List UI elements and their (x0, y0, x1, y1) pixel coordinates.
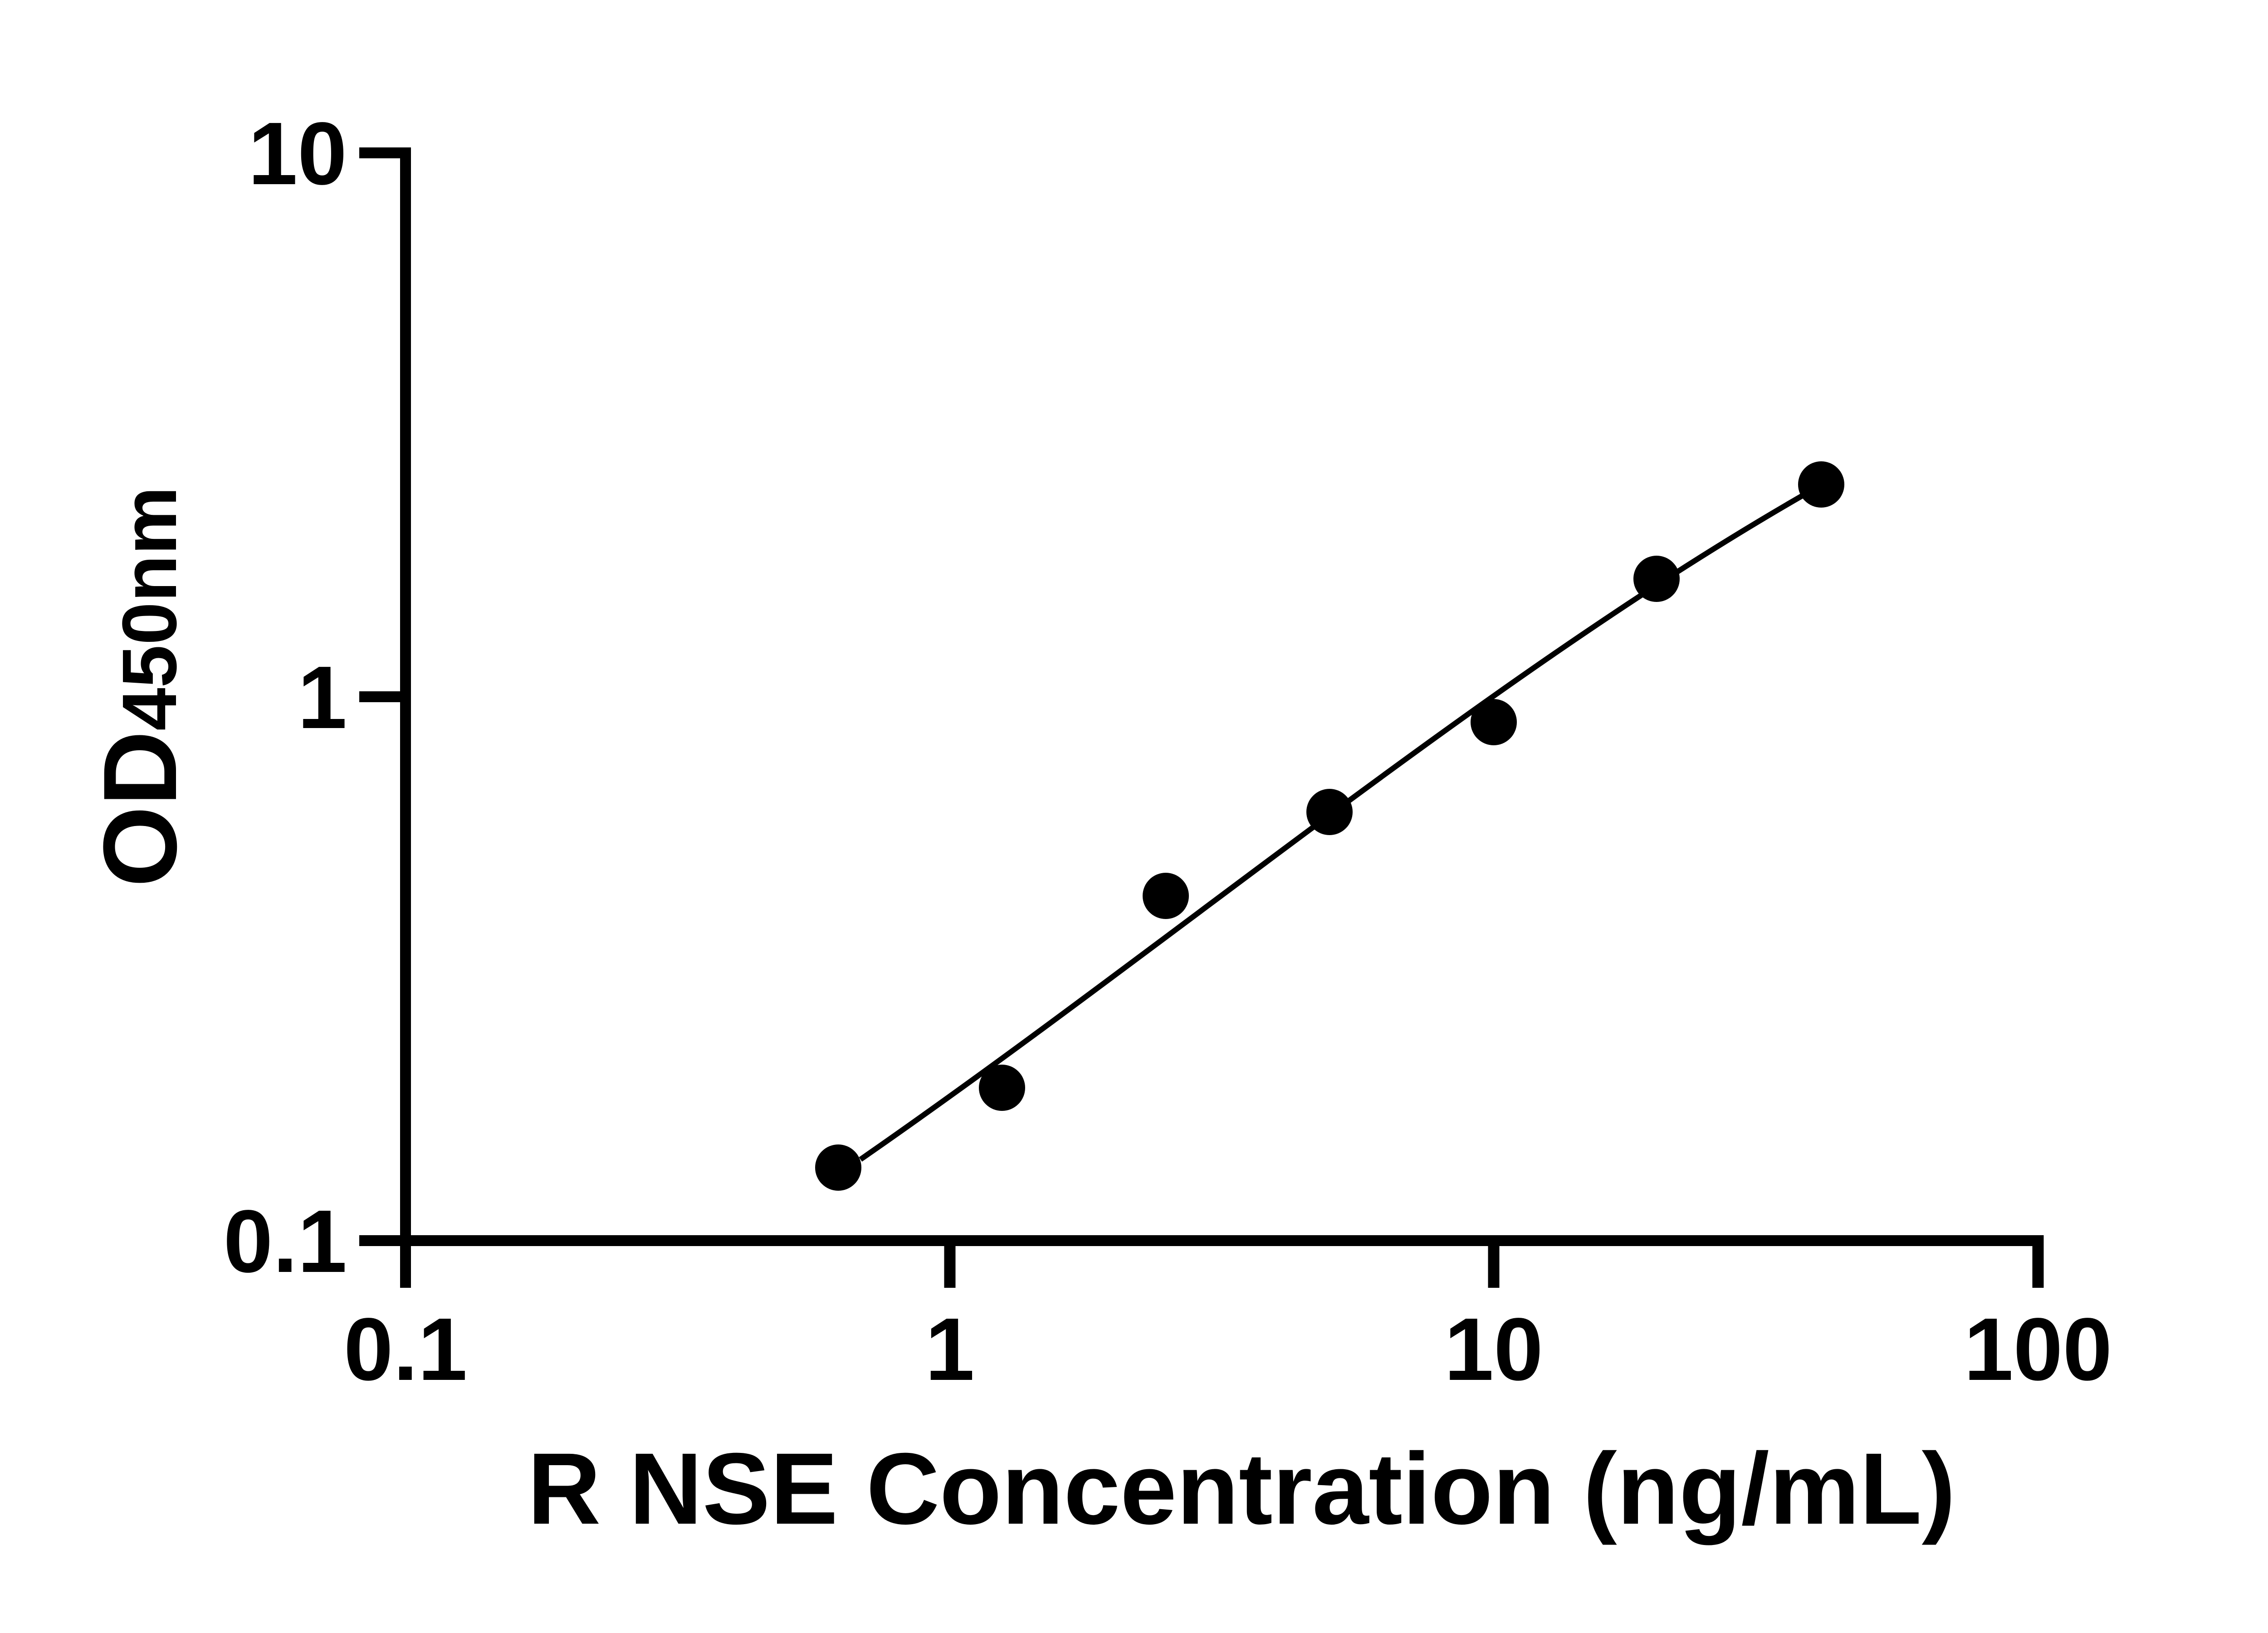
svg-text:1: 1 (298, 648, 347, 747)
svg-text:10: 10 (248, 104, 347, 203)
svg-text:0.1: 0.1 (224, 1192, 347, 1291)
svg-text:100: 100 (1964, 1300, 2112, 1399)
svg-text:1: 1 (925, 1300, 974, 1399)
svg-text:0.1: 0.1 (344, 1300, 467, 1399)
svg-text:10: 10 (1444, 1300, 1543, 1399)
svg-text:R NSE Concentration (ng/mL): R NSE Concentration (ng/mL) (528, 1432, 1955, 1545)
svg-text:OD450nm: OD450nm (82, 486, 198, 887)
